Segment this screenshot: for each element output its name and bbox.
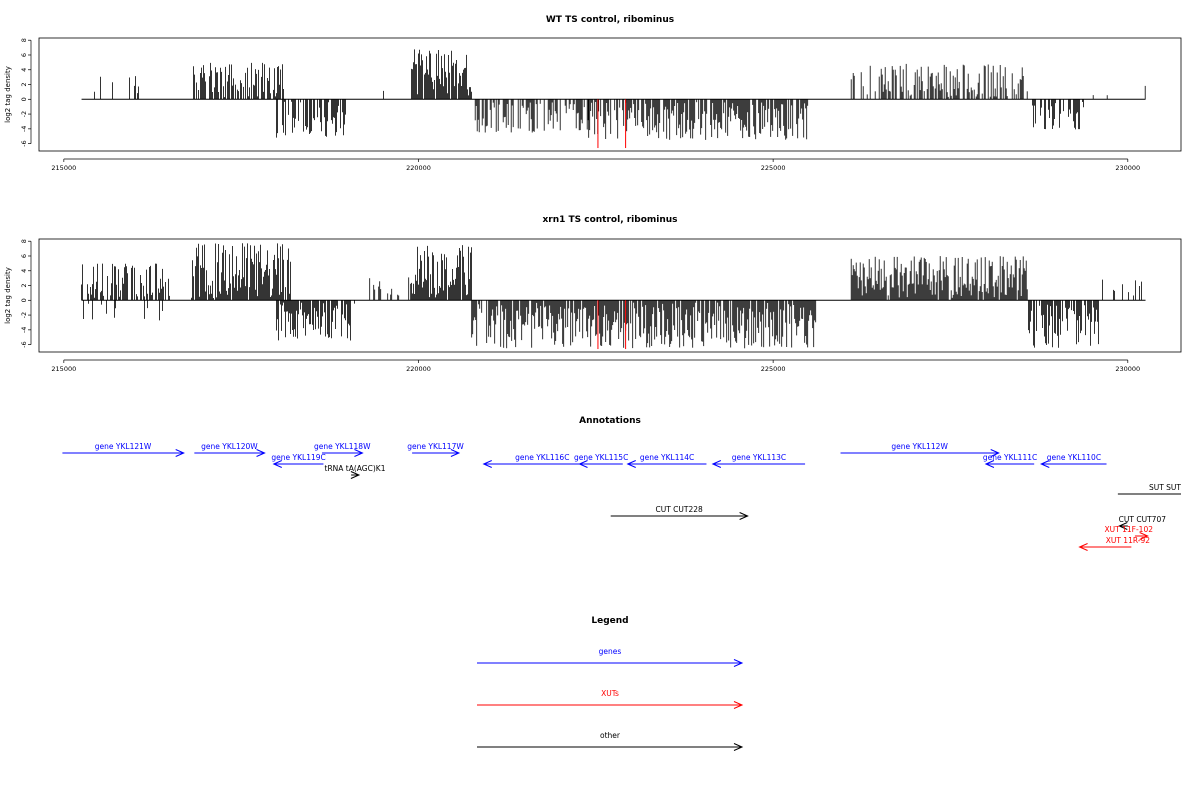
legend-arrowhead bbox=[733, 659, 744, 667]
y-axis-label: log2 tag density bbox=[4, 66, 12, 123]
feature-label: gene YKL117W bbox=[407, 442, 464, 451]
plot-frame bbox=[38, 238, 1182, 353]
feature-label: gene YKL115C bbox=[574, 453, 628, 462]
feature-label: gene YKL116C bbox=[515, 453, 569, 462]
legend-label: XUTs bbox=[601, 689, 619, 698]
x-tick-label: 215000 bbox=[51, 365, 76, 373]
y-tick-label: -6 bbox=[20, 341, 28, 347]
feature-arrowhead bbox=[984, 460, 995, 468]
y-tick-label: 0 bbox=[20, 97, 28, 101]
plot-frame bbox=[38, 37, 1182, 152]
feature-arrowhead bbox=[626, 460, 636, 468]
density-bars bbox=[94, 49, 1146, 140]
feature-arrowhead bbox=[578, 460, 588, 468]
y-tick-label: -6 bbox=[20, 140, 28, 146]
x-tick-label: 230000 bbox=[1115, 164, 1140, 172]
x-tick-label: 230000 bbox=[1115, 365, 1140, 373]
y-tick-label: 2 bbox=[20, 82, 28, 86]
y-tick-label: -2 bbox=[20, 312, 28, 318]
legend-label: genes bbox=[599, 647, 622, 656]
feature-arrowhead bbox=[354, 449, 364, 457]
feature-arrowhead bbox=[739, 512, 749, 520]
feature-label: tRNA tA(AGC)K1 bbox=[325, 464, 386, 473]
feature-label: gene YKL111C bbox=[983, 453, 1037, 462]
feature-arrowhead bbox=[1118, 522, 1128, 530]
legend-label: other bbox=[600, 731, 621, 740]
y-tick-label: -4 bbox=[20, 126, 28, 132]
feature-arrowhead bbox=[1078, 543, 1088, 551]
xrn1-tag-density-panel: xrn1 TS control, ribominus -6 -4 -2 0 2 4 6 8 log… bbox=[4, 215, 1182, 373]
feature-arrowhead bbox=[175, 449, 185, 457]
y-tick-label: 6 bbox=[20, 53, 28, 57]
feature-label: gene YKL121W bbox=[95, 442, 152, 451]
feature-label: gene YKL119C bbox=[271, 453, 325, 462]
feature-arrowhead bbox=[711, 460, 722, 468]
y-tick-label: 4 bbox=[20, 269, 28, 273]
x-tick-label: 225000 bbox=[761, 164, 786, 172]
x-tick-label: 215000 bbox=[51, 164, 76, 172]
feature-label: SUT SUT bbox=[1149, 483, 1181, 492]
feature-arrowhead bbox=[272, 460, 282, 468]
feature-arrowhead bbox=[450, 449, 461, 457]
feature-label: XUT 11F-102 bbox=[1105, 525, 1154, 534]
legend-arrowhead bbox=[733, 743, 744, 751]
legend-arrowhead bbox=[733, 701, 744, 709]
feature-arrowhead bbox=[1040, 460, 1050, 468]
y-tick-label: 4 bbox=[20, 68, 28, 72]
feature-label: gene YKL110C bbox=[1047, 453, 1101, 462]
y-tick-label: -4 bbox=[20, 327, 28, 333]
feature-arrowhead bbox=[990, 449, 1000, 457]
feature-arrowhead bbox=[256, 449, 266, 457]
x-tick-label: 220000 bbox=[406, 365, 431, 373]
feature-arrowhead bbox=[482, 460, 492, 468]
y-tick-label: 0 bbox=[20, 298, 28, 302]
feature-arrowhead bbox=[350, 471, 361, 479]
y-tick-label: 8 bbox=[20, 239, 28, 243]
chart-title: xrn1 TS control, ribominus bbox=[542, 215, 677, 225]
feature-label: gene YKL114C bbox=[640, 453, 694, 462]
chart-title: WT TS control, ribominus bbox=[546, 15, 674, 25]
annotations-title: Annotations bbox=[579, 416, 641, 426]
y-tick-label: -2 bbox=[20, 111, 28, 117]
feature-arrowhead bbox=[1139, 532, 1149, 540]
y-tick-label: 2 bbox=[20, 283, 28, 287]
y-tick-label: 8 bbox=[20, 38, 28, 42]
y-axis-label: log2 tag density bbox=[4, 267, 12, 324]
feature-label: gene YKL112W bbox=[891, 442, 948, 451]
x-tick-label: 220000 bbox=[406, 164, 431, 172]
feature-label: gene YKL120W bbox=[201, 442, 258, 451]
wt-tag-density-panel: WT TS control, ribominus -6 -4 -2 0 2 4 6 8 log2 … bbox=[4, 15, 1182, 172]
feature-label: CUT CUT707 bbox=[1119, 515, 1167, 524]
x-tick-label: 225000 bbox=[761, 365, 786, 373]
feature-label: gene YKL118W bbox=[314, 442, 371, 451]
y-tick-label: 6 bbox=[20, 254, 28, 258]
legend-title: Legend bbox=[591, 616, 628, 626]
annotations-panel: Annotations gene YKL121W gene YKL120W gene … bbox=[62, 416, 1181, 551]
feature-label: gene YKL113C bbox=[732, 453, 786, 462]
feature-label: XUT 11R-92 bbox=[1106, 536, 1151, 545]
feature-label: CUT CUT228 bbox=[655, 505, 703, 514]
density-bars bbox=[81, 243, 1142, 349]
legend-panel: Legend genes XUTs other bbox=[477, 616, 744, 751]
